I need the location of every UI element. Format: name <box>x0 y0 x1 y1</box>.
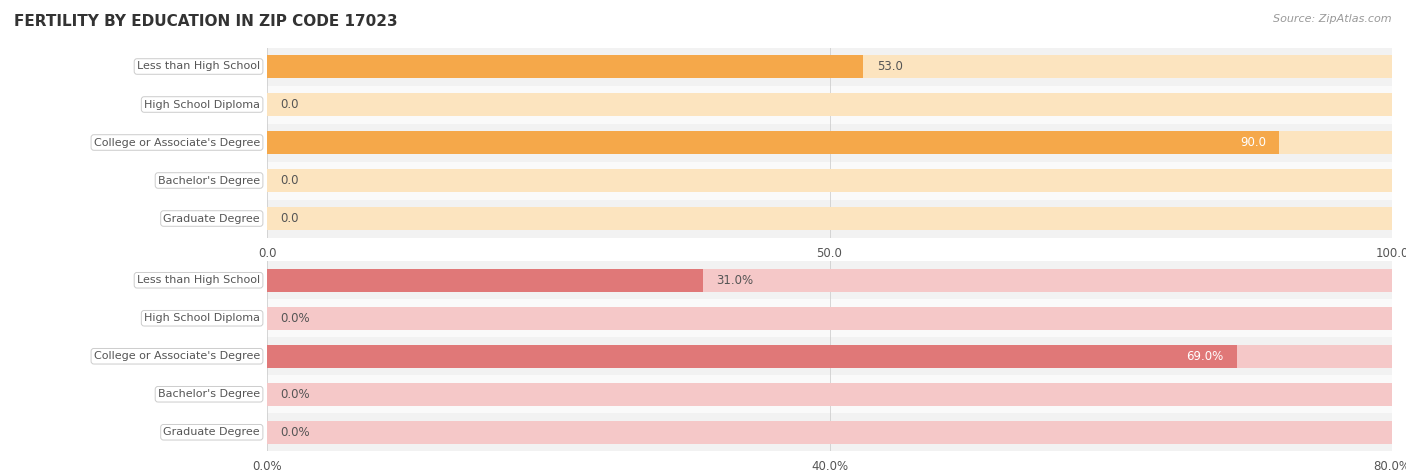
Text: 0.0: 0.0 <box>281 212 299 225</box>
Text: 0.0: 0.0 <box>281 174 299 187</box>
Bar <box>267 86 1392 124</box>
Text: FERTILITY BY EDUCATION IN ZIP CODE 17023: FERTILITY BY EDUCATION IN ZIP CODE 17023 <box>14 14 398 29</box>
Bar <box>267 261 1392 299</box>
Text: Less than High School: Less than High School <box>136 275 260 285</box>
Bar <box>267 169 1392 192</box>
Text: 53.0: 53.0 <box>877 60 903 73</box>
Text: 0.0%: 0.0% <box>281 312 311 325</box>
Bar <box>267 200 1392 238</box>
Bar <box>267 383 1392 406</box>
Bar <box>267 55 1392 78</box>
Text: Bachelor's Degree: Bachelor's Degree <box>157 389 260 399</box>
Bar <box>267 345 1237 368</box>
Text: Graduate Degree: Graduate Degree <box>163 213 260 224</box>
Bar <box>267 207 1392 230</box>
Bar <box>267 307 1392 330</box>
Bar <box>267 131 1279 154</box>
Text: Less than High School: Less than High School <box>136 61 260 72</box>
Bar <box>267 131 1392 154</box>
Bar <box>267 48 1392 86</box>
Text: 90.0: 90.0 <box>1240 136 1265 149</box>
Text: College or Associate's Degree: College or Associate's Degree <box>94 137 260 148</box>
Bar <box>267 345 1392 368</box>
Bar <box>267 337 1392 375</box>
Bar <box>267 93 1392 116</box>
Bar <box>267 413 1392 451</box>
Text: Graduate Degree: Graduate Degree <box>163 427 260 437</box>
Text: High School Diploma: High School Diploma <box>143 99 260 110</box>
Bar <box>267 375 1392 413</box>
Bar <box>267 124 1392 162</box>
Text: 0.0%: 0.0% <box>281 388 311 401</box>
Text: 69.0%: 69.0% <box>1187 350 1223 363</box>
Text: High School Diploma: High School Diploma <box>143 313 260 323</box>
Text: 0.0%: 0.0% <box>281 426 311 439</box>
Text: College or Associate's Degree: College or Associate's Degree <box>94 351 260 361</box>
Bar <box>267 299 1392 337</box>
Bar <box>267 55 863 78</box>
Text: 0.0: 0.0 <box>281 98 299 111</box>
Bar <box>267 269 1392 292</box>
Bar <box>267 269 703 292</box>
Bar <box>267 421 1392 444</box>
Text: 31.0%: 31.0% <box>717 274 754 287</box>
Text: Bachelor's Degree: Bachelor's Degree <box>157 175 260 186</box>
Text: Source: ZipAtlas.com: Source: ZipAtlas.com <box>1274 14 1392 24</box>
Bar <box>267 162 1392 199</box>
